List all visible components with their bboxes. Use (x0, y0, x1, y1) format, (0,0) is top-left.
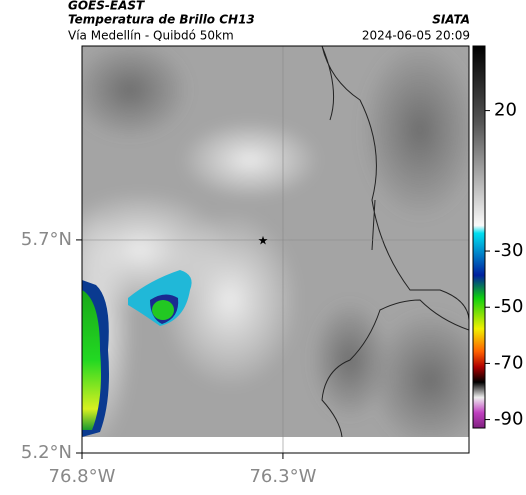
location-star: ★ (258, 234, 269, 248)
x-tick-label: 76.3°W (249, 466, 316, 487)
timestamp: 2024-06-05 20:09 (362, 29, 470, 43)
colorbar-tick-label: -50 (494, 296, 523, 317)
title: GOES-EAST (68, 0, 145, 13)
y-tick-label: 5.7°N (21, 229, 72, 250)
map-frame (81, 45, 470, 454)
subtitle: Temperatura de Brillo CH13 (68, 13, 255, 27)
colorbar-tick-label: -30 (494, 240, 523, 261)
y-tick-label: 5.2°N (21, 442, 72, 463)
colorbar-tick-label: -90 (494, 409, 523, 430)
satellite-image (82, 46, 469, 437)
colorbar (472, 45, 486, 429)
route: Vía Medellín - Quibdó 50km (68, 29, 234, 43)
colorbar-tick-label: -70 (494, 352, 523, 373)
source: SIATA (432, 13, 470, 27)
x-tick-label: 76.8°W (49, 466, 116, 487)
border-lines (321, 46, 469, 437)
colorbar-tick-label: 20 (494, 100, 517, 121)
